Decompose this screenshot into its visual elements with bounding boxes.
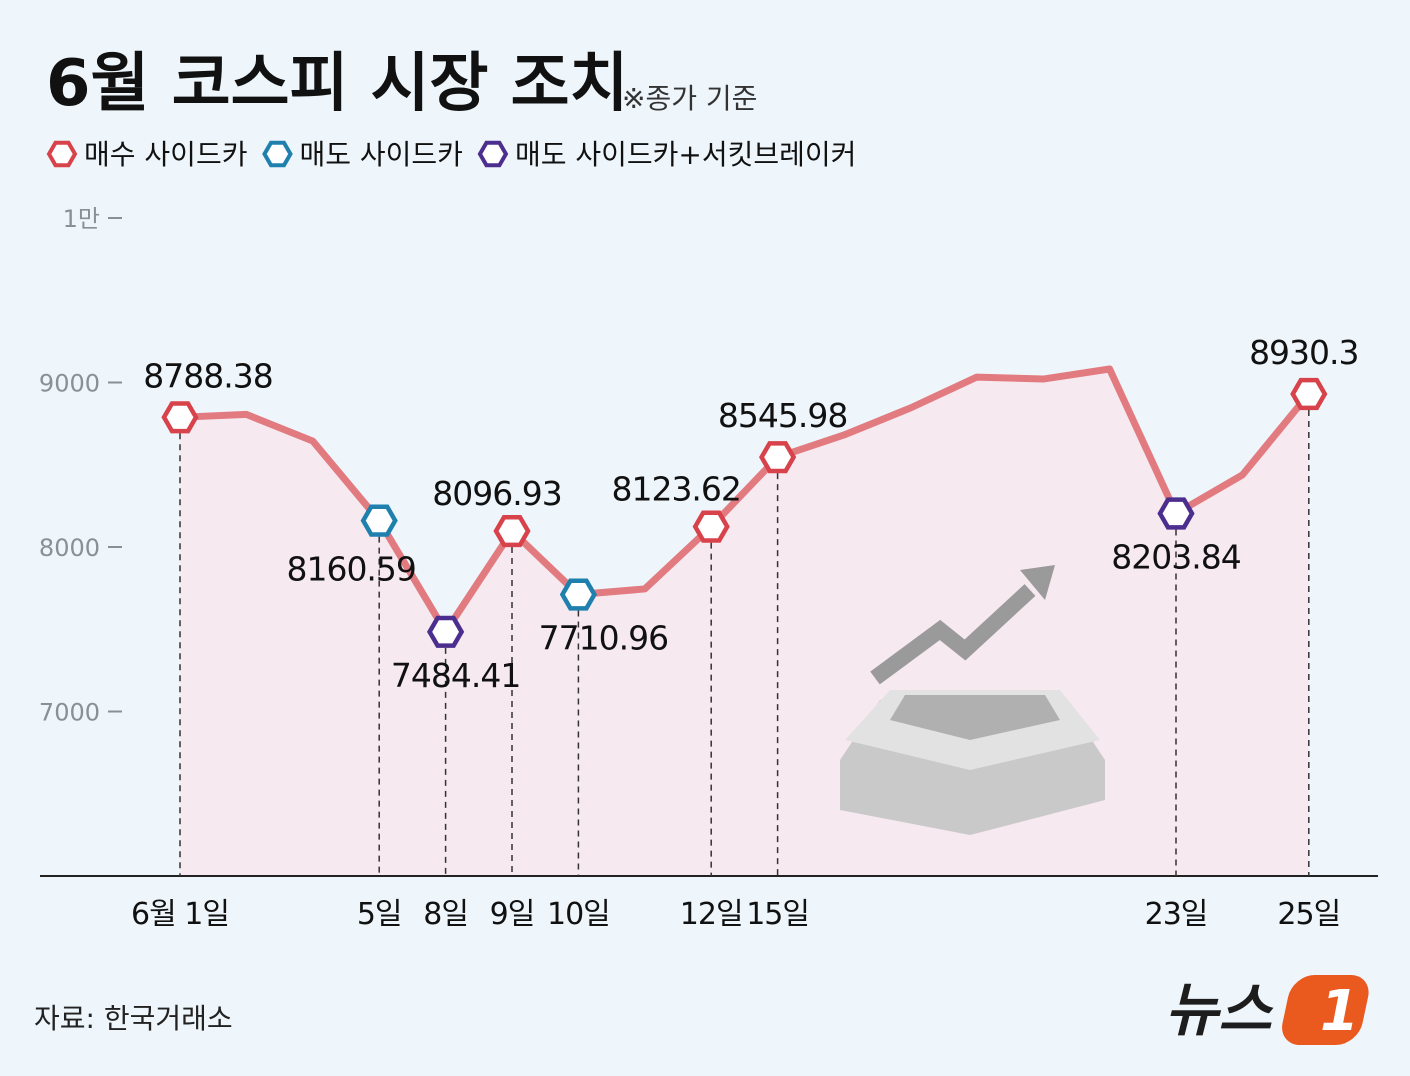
value-label: 8160.59 [286, 550, 415, 589]
x-tick-label: 10일 [547, 897, 610, 932]
x-tick-label: 25일 [1277, 897, 1340, 932]
value-label: 8545.98 [718, 396, 847, 435]
value-label: 8123.62 [611, 470, 740, 509]
decoration [840, 565, 1105, 835]
plot: 1만 9000 8000 7000 6월 1일 5일 8일 9일 10일 12일 15일 23일 25일… [39, 205, 1378, 932]
x-tick-label: 15일 [746, 897, 809, 932]
legend-marker [46, 140, 78, 168]
value-label: 8203.84 [1111, 537, 1240, 576]
value-label: 8930.3 [1249, 333, 1358, 372]
line [179, 365, 1312, 636]
area [180, 369, 1309, 876]
y-tick-label: 7000 [39, 699, 100, 727]
marker [559, 578, 597, 611]
subtitle: ※종가 기준 [622, 82, 757, 115]
legend-marker [477, 140, 509, 168]
marker [1157, 497, 1195, 530]
y-tick-label: 9000 [39, 370, 100, 398]
marker [360, 504, 398, 537]
x-tick-label: 5일 [357, 897, 402, 932]
value-label: 7710.96 [539, 619, 668, 658]
legend-marker [262, 140, 293, 168]
value-label: 7484.41 [391, 656, 520, 695]
value-label: 8788.38 [143, 356, 272, 395]
marker [759, 441, 797, 474]
logo-mark: 1 [1320, 979, 1359, 1044]
marker [692, 510, 730, 543]
source: 자료: 한국거래소 [34, 1002, 233, 1035]
hexagon-hole [890, 695, 1060, 740]
y-tick-label: 8000 [39, 534, 100, 562]
x-tick-label: 23일 [1145, 897, 1208, 932]
x-tick-label: 12일 [680, 897, 743, 932]
arrow-head [1020, 565, 1055, 600]
logo-text: 뉴스 [1165, 976, 1274, 1044]
chart-title: 6월 코스피 시장 조치 [46, 47, 628, 121]
legend: 매수 사이드카 매도 사이드카 매도 사이드카+서킷브레이커 [46, 138, 856, 171]
legend-label: 매수 사이드카 [84, 138, 247, 171]
x-tick-label: 9일 [490, 897, 535, 932]
marker [161, 401, 199, 434]
legend-label: 매도 사이드카+서킷브레이커 [515, 138, 856, 171]
x-tick-label: 8일 [423, 897, 468, 932]
arrow [870, 584, 1036, 685]
legend-label: 매도 사이드카 [299, 138, 462, 171]
x-tick-label: 6월 1일 [131, 897, 229, 932]
y-tick-label: 1만 [63, 205, 100, 233]
marker [493, 514, 531, 548]
marker [1290, 377, 1328, 411]
marker [427, 615, 465, 648]
logo-box [1282, 975, 1369, 1045]
value-label: 8096.93 [432, 474, 561, 513]
